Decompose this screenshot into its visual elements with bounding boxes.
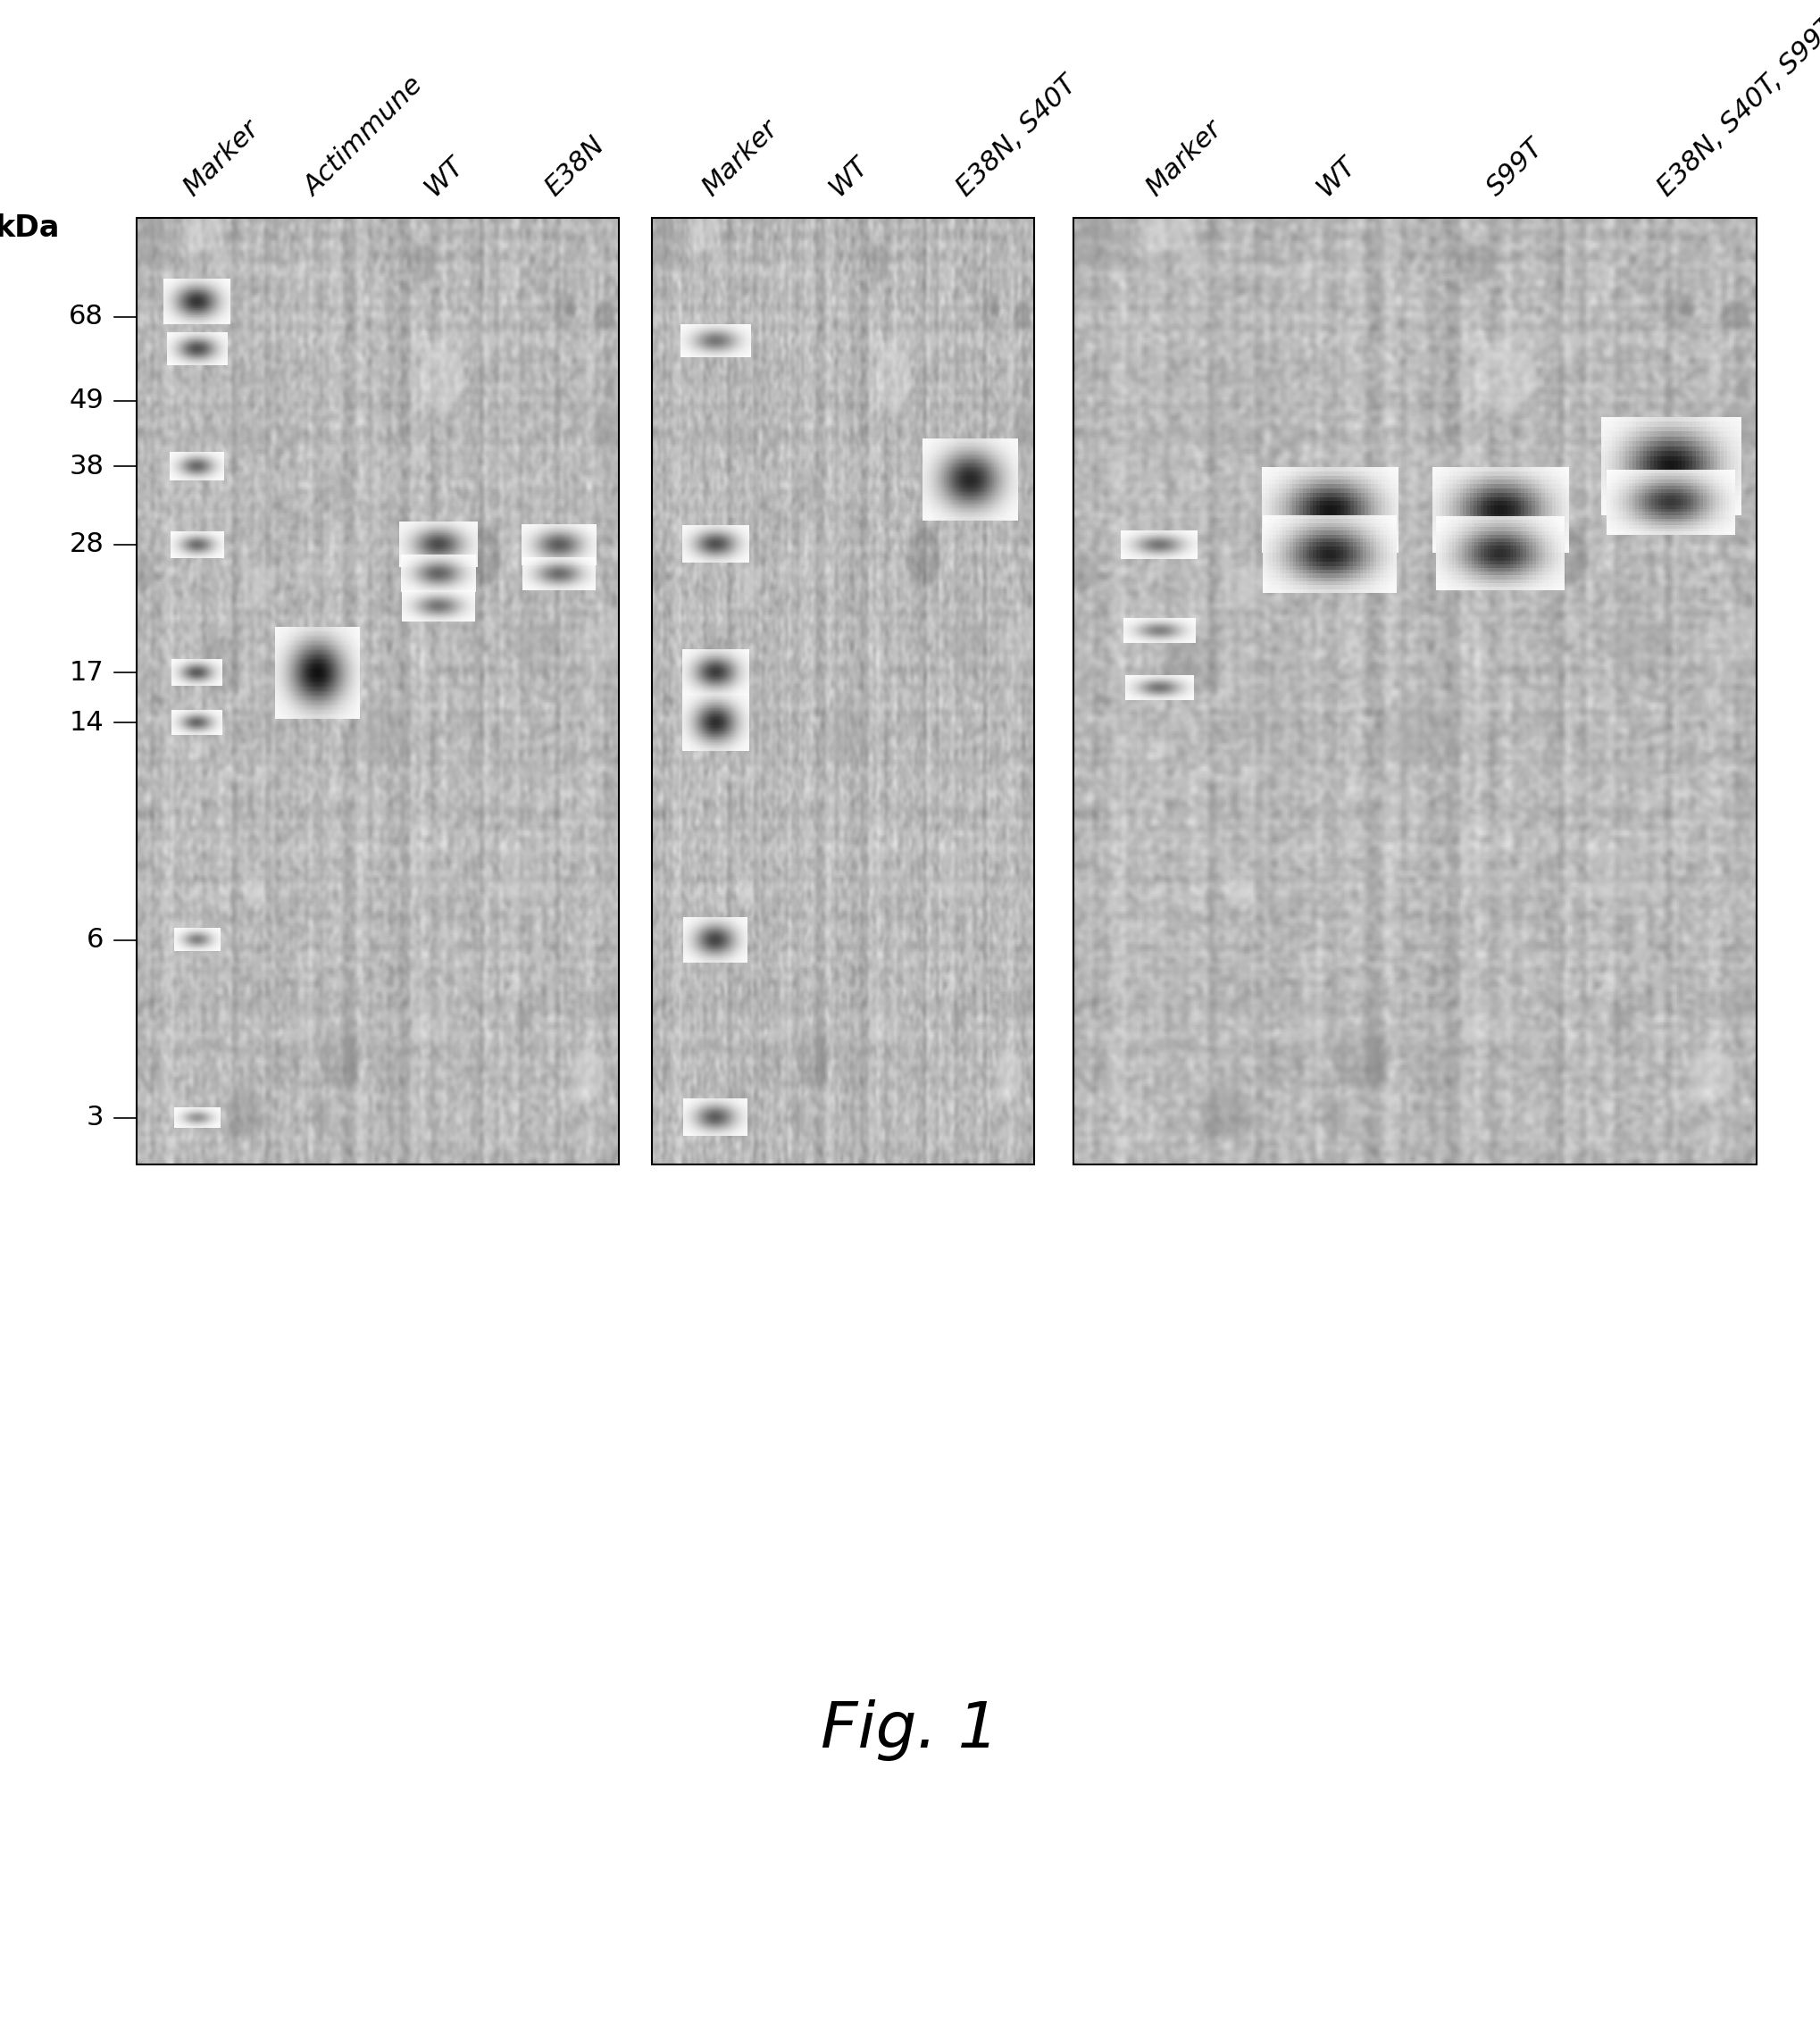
Text: 3: 3: [86, 1106, 104, 1130]
Text: Actimmune: Actimmune: [298, 73, 428, 202]
Text: WT: WT: [420, 153, 470, 202]
Text: Marker: Marker: [1141, 116, 1227, 202]
Bar: [652, 218, 1034, 1165]
Text: Marker: Marker: [697, 116, 783, 202]
Text: E38N: E38N: [541, 132, 610, 202]
Text: 17: 17: [69, 660, 104, 686]
Text: Marker: Marker: [178, 116, 264, 202]
Bar: [1074, 218, 1756, 1165]
Text: kDa: kDa: [0, 214, 60, 242]
Text: 38: 38: [69, 454, 104, 478]
Bar: [136, 218, 619, 1165]
Text: WT: WT: [824, 153, 874, 202]
Text: S99T: S99T: [1481, 134, 1549, 202]
Text: E38N, S40T, S99T: E38N, S40T, S99T: [1653, 12, 1820, 202]
Text: WT: WT: [1312, 153, 1361, 202]
Text: 68: 68: [69, 303, 104, 330]
Text: 6: 6: [86, 926, 104, 953]
Text: 28: 28: [69, 531, 104, 558]
Text: 49: 49: [69, 389, 104, 413]
Text: E38N, S40T: E38N, S40T: [952, 71, 1081, 202]
Text: Fig. 1: Fig. 1: [821, 1700, 999, 1761]
Text: 14: 14: [69, 709, 104, 735]
